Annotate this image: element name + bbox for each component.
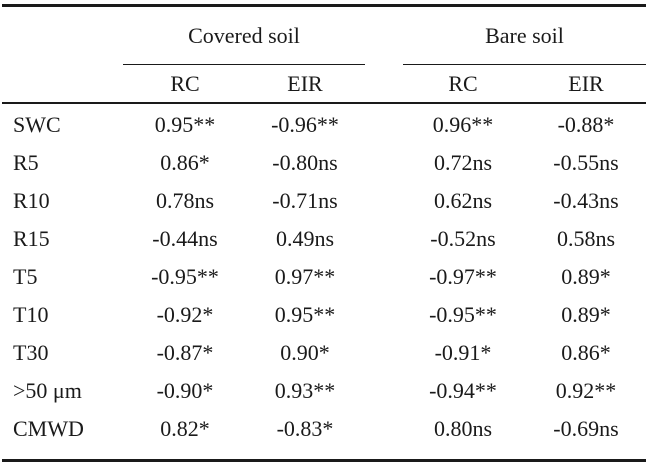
column-header-covered-rc: RC [170, 71, 200, 96]
table-cell-covered-eir: -0.96** [271, 112, 339, 137]
group-rule-bare-soil [403, 64, 646, 65]
table-cell-bare-rc: 0.80ns [433, 416, 493, 441]
table-cell-bare-rc: -0.95** [429, 302, 497, 327]
table-cell-bare-rc: -0.94** [429, 378, 497, 403]
table-cell-bare-rc: 0.62ns [433, 188, 493, 213]
table-cell-covered-eir: -0.83* [276, 416, 334, 441]
table-cell-bare-eir: -0.88* [557, 112, 615, 137]
table-cell-bare-rc: -0.97** [429, 264, 497, 289]
table-cell-bare-eir: 0.89* [561, 264, 611, 289]
table-cell-bare-eir: -0.55ns [553, 150, 619, 175]
header-rule [2, 102, 646, 104]
top-rule [2, 4, 646, 7]
table-cell-covered-rc: -0.44ns [152, 226, 218, 251]
table-cell-bare-rc: 0.72ns [433, 150, 493, 175]
table-cell-covered-rc: 0.86* [160, 150, 210, 175]
group-header-bare-soil: Bare soil [485, 23, 564, 48]
table-cell-covered-rc: 0.78ns [155, 188, 215, 213]
table-cell-covered-eir: 0.49ns [275, 226, 335, 251]
table-cell-covered-rc: -0.92* [156, 302, 214, 327]
table-cell-bare-eir: 0.86* [561, 340, 611, 365]
table-cell-bare-eir: 0.58ns [556, 226, 616, 251]
column-header-bare-eir: EIR [568, 71, 604, 96]
table-cell-bare-eir: -0.69ns [553, 416, 619, 441]
table-cell-covered-eir: 0.95** [274, 302, 336, 327]
table-cell-covered-eir: -0.71ns [272, 188, 338, 213]
table-cell-bare-eir: 0.89* [561, 302, 611, 327]
row-label: SWC [13, 112, 61, 137]
table-cell-bare-rc: -0.91* [434, 340, 492, 365]
row-label: T10 [13, 302, 49, 327]
row-label: T5 [13, 264, 38, 289]
column-header-bare-rc: RC [448, 71, 478, 96]
table-cell-covered-eir: 0.97** [274, 264, 336, 289]
table-cell-covered-rc: 0.82* [160, 416, 210, 441]
group-header-covered-soil: Covered soil [188, 23, 300, 48]
table-cell-bare-eir: -0.43ns [553, 188, 619, 213]
row-label: T30 [13, 340, 49, 365]
table-cell-bare-eir: 0.92** [555, 378, 617, 403]
table-cell-covered-rc: 0.95** [154, 112, 216, 137]
row-label: CMWD [13, 416, 84, 441]
table-cell-covered-eir: 0.93** [274, 378, 336, 403]
row-label: >50 μm [13, 378, 82, 403]
table-cell-covered-eir: 0.90* [280, 340, 330, 365]
row-label: R5 [13, 150, 39, 175]
group-rule-covered-soil [123, 64, 365, 65]
row-label: R10 [13, 188, 50, 213]
row-label: R15 [13, 226, 50, 251]
table-cell-bare-rc: -0.52ns [430, 226, 496, 251]
table-cell-covered-rc: -0.90* [156, 378, 214, 403]
bottom-rule [2, 459, 646, 462]
table-cell-covered-rc: -0.95** [151, 264, 219, 289]
column-header-covered-eir: EIR [287, 71, 323, 96]
table-cell-covered-eir: -0.80ns [272, 150, 338, 175]
table-cell-covered-rc: -0.87* [156, 340, 214, 365]
table-cell-bare-rc: 0.96** [432, 112, 494, 137]
